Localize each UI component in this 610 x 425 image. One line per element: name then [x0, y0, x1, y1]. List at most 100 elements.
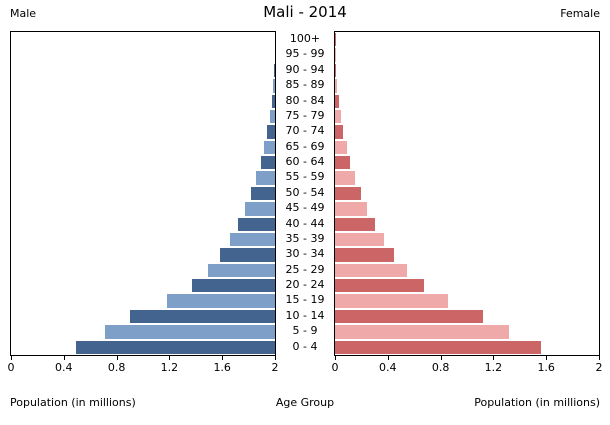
bar	[335, 217, 375, 231]
bar-row	[335, 155, 599, 170]
female-x-axis: 0 0.4 0.8 1.2 1.6 2	[331, 356, 603, 378]
age-group-label: 85 - 89	[285, 78, 325, 92]
female-plot-panel	[334, 31, 600, 356]
bar	[335, 202, 368, 216]
bar	[335, 263, 407, 278]
bar-row	[11, 309, 275, 324]
bar-row	[11, 324, 275, 339]
bar-row	[335, 63, 599, 78]
axis-tick-label: 2	[271, 361, 279, 374]
bar-row	[11, 109, 275, 124]
bar	[335, 309, 483, 324]
bar-row	[335, 217, 599, 232]
bar-row	[335, 201, 599, 216]
axis-tick	[169, 356, 171, 360]
axis-tick	[63, 356, 65, 360]
axis-tick-label: 2	[595, 361, 603, 374]
bar	[264, 140, 275, 155]
bar	[335, 63, 337, 78]
bar	[274, 63, 275, 78]
bar-row	[11, 140, 275, 155]
bar	[335, 186, 361, 201]
bar-row	[11, 78, 275, 93]
bar	[237, 217, 275, 231]
bar	[267, 125, 275, 139]
bar	[230, 232, 275, 247]
bar	[167, 294, 275, 308]
bar	[335, 340, 541, 354]
bar	[220, 248, 275, 262]
bar	[75, 340, 275, 354]
age-group-label: 25 - 29	[285, 262, 325, 276]
age-group-label: 100+	[289, 32, 321, 45]
axis-tick	[493, 356, 495, 360]
bar	[335, 140, 347, 155]
age-group-label: 20 - 24	[285, 278, 325, 292]
bar-row	[11, 232, 275, 247]
axis-tick	[546, 356, 548, 360]
age-group-label: 45 - 49	[285, 201, 325, 215]
bar	[335, 279, 424, 293]
male-axis-title: Population (in millions)	[10, 396, 136, 409]
bar-row	[11, 247, 275, 262]
age-group-label: 55 - 59	[285, 170, 325, 184]
axis-tick-label: 0	[7, 361, 15, 374]
bar-row	[335, 170, 599, 185]
age-group-label: 30 - 34	[285, 247, 325, 261]
age-group-labels: 100+ 95 - 99 90 - 94 85 - 89 80 - 84 75 - 79 7…	[276, 31, 334, 356]
bar-row	[11, 293, 275, 308]
age-group-label: 0 - 4	[292, 339, 318, 353]
age-group-label: 95 - 99	[285, 47, 325, 61]
bar-row	[335, 94, 599, 109]
bar-row	[11, 63, 275, 78]
axis-tick-label: 1.2	[484, 361, 503, 374]
bar-row	[335, 47, 599, 62]
axis-tick-label: 1.2	[160, 361, 179, 374]
axis-tick	[335, 356, 336, 360]
age-group-label: 75 - 79	[285, 108, 325, 122]
axis-tick	[440, 356, 442, 360]
bar	[335, 79, 338, 93]
age-group-label: 70 - 74	[285, 124, 325, 138]
bar-row	[11, 94, 275, 109]
bar-row	[335, 124, 599, 139]
bar	[244, 202, 275, 216]
bar-row	[11, 278, 275, 293]
axis-tick	[116, 356, 118, 360]
bar	[250, 186, 275, 201]
bar	[335, 248, 395, 262]
age-group-label: 80 - 84	[285, 93, 325, 107]
age-group-label: 35 - 39	[285, 231, 325, 245]
bar-row	[11, 263, 275, 278]
bar-row	[335, 278, 599, 293]
bar	[269, 109, 275, 124]
bar-row	[11, 32, 275, 47]
axis-tick-label: 0	[331, 361, 339, 374]
bar	[335, 156, 351, 170]
bar	[335, 232, 384, 247]
male-x-axis: 2 1.6 1.2 0.8 0.4 0	[7, 356, 279, 378]
axis-tick-label: 0.8	[107, 361, 126, 374]
female-axis-title: Population (in millions)	[474, 396, 600, 409]
bar-row	[335, 324, 599, 339]
axis-tick	[11, 356, 12, 360]
bar-row	[11, 124, 275, 139]
age-group-label: 10 - 14	[285, 308, 325, 322]
female-header-label: Female	[560, 7, 600, 20]
axis-tick-label: 0.4	[55, 361, 73, 374]
bar	[335, 325, 510, 339]
axis-tick-label: 0.4	[379, 361, 397, 374]
bar-row	[335, 32, 599, 47]
age-group-label: 65 - 69	[285, 139, 325, 153]
age-group-axis-title: Age Group	[275, 396, 335, 409]
bar	[256, 171, 275, 185]
axis-tick	[275, 356, 276, 360]
axis-tick-label: 1.6	[213, 361, 231, 374]
bar	[260, 156, 275, 170]
bar	[191, 279, 275, 293]
male-header-label: Male	[10, 7, 37, 20]
bar	[335, 94, 339, 108]
bar-row	[11, 186, 275, 201]
age-group-label: 90 - 94	[285, 62, 325, 76]
